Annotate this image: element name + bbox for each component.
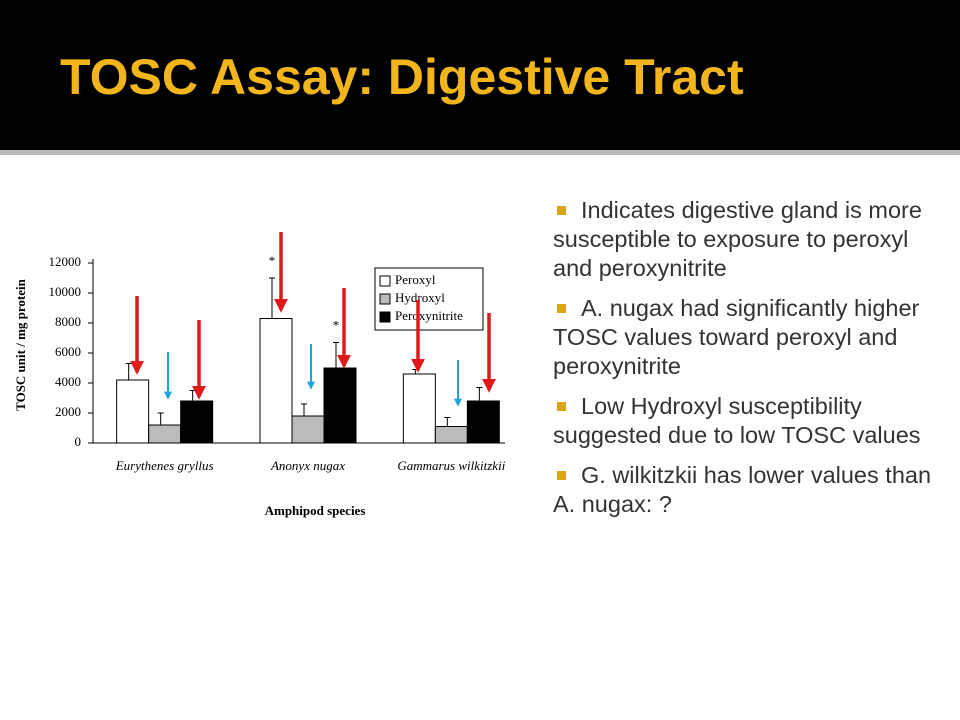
legend-label: Hydroxyl [395, 290, 445, 305]
header-band: TOSC Assay: Digestive Tract [0, 0, 960, 155]
bullet: G. wilkitzkii has lower values than A. n… [553, 461, 953, 519]
y-tick-label: 4000 [55, 374, 81, 389]
legend-box [374, 267, 484, 331]
bar [148, 424, 182, 444]
y-tick-label: 12000 [49, 254, 82, 269]
legend-swatch [379, 311, 391, 323]
bar [116, 379, 150, 444]
legend-label: Peroxynitrite [395, 308, 463, 323]
x-tick-label: Gammarus wilkitzkii [397, 458, 505, 473]
y-tick-label: 10000 [49, 284, 82, 299]
legend-label: Peroxyl [395, 272, 436, 287]
bar [259, 318, 293, 444]
slide-title: TOSC Assay: Digestive Tract [60, 49, 744, 105]
y-tick-label: 2000 [55, 404, 81, 419]
significance-mark: * [269, 253, 276, 268]
legend-swatch [379, 293, 391, 305]
legend-swatch [379, 275, 391, 287]
bullet: Indicates digestive gland is more suscep… [553, 196, 953, 283]
x-axis-label: Amphipod species [265, 503, 366, 518]
bullet: A. nugax had significantly higher TOSC v… [553, 294, 953, 381]
bar [434, 426, 468, 444]
significance-mark: * [333, 317, 340, 332]
bar [291, 415, 325, 444]
bullet: Low Hydroxyl susceptibility suggested du… [553, 392, 953, 450]
x-tick-label: Eurythenes gryllus [115, 458, 214, 473]
chart: TOSC unit / mg protein Amphipod species … [13, 232, 506, 518]
y-axis-label: TOSC unit / mg protein [13, 278, 28, 410]
y-tick-label: 8000 [55, 314, 81, 329]
y-tick-label: 0 [75, 434, 82, 449]
x-tick-label: Anonyx nugax [270, 458, 345, 473]
annotation-arrows [130, 232, 496, 407]
bar [466, 400, 500, 444]
bar [180, 400, 214, 444]
bullet-list: Indicates digestive gland is more suscep… [553, 196, 953, 530]
bar [323, 367, 357, 444]
bar [402, 373, 436, 444]
y-tick-label: 6000 [55, 344, 81, 359]
